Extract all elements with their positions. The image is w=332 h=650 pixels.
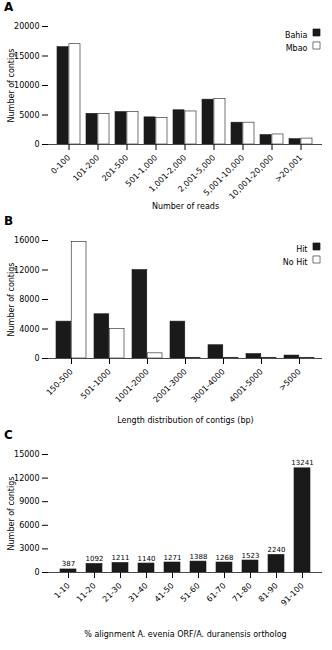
html-text:B: B bbox=[4, 214, 14, 228]
svg-text:71-80: 71-80 bbox=[231, 581, 254, 604]
svg-text:5000: 5000 bbox=[19, 111, 39, 120]
svg-text:41-50: 41-50 bbox=[153, 581, 176, 604]
svg-text:11-20: 11-20 bbox=[75, 581, 98, 604]
svg-text:2240: 2240 bbox=[268, 546, 286, 554]
svg-text:1523: 1523 bbox=[242, 552, 260, 560]
svg-text:61-70: 61-70 bbox=[205, 581, 228, 604]
svg-text:15000: 15000 bbox=[14, 450, 39, 459]
svg-text:1140: 1140 bbox=[138, 555, 156, 563]
svg-text:12000: 12000 bbox=[14, 474, 39, 483]
svg-text:Number of contigs: Number of contigs bbox=[7, 49, 16, 123]
svg-text:501-1000: 501-1000 bbox=[79, 367, 113, 401]
svg-text:5,001-10,000: 5,001-10,000 bbox=[201, 153, 247, 198]
svg-text:20000: 20000 bbox=[14, 22, 39, 31]
svg-text:Mbao: Mbao bbox=[286, 44, 308, 53]
svg-text:>5000: >5000 bbox=[277, 367, 303, 393]
svg-text:1388: 1388 bbox=[190, 553, 208, 561]
svg-text:21-30: 21-30 bbox=[101, 581, 124, 604]
svg-text:Bahia: Bahia bbox=[285, 31, 308, 40]
svg-text:3000: 3000 bbox=[19, 544, 39, 553]
svg-text:387: 387 bbox=[62, 560, 75, 568]
svg-text:Hit: Hit bbox=[296, 245, 307, 254]
svg-text:3001-4000: 3001-4000 bbox=[190, 367, 227, 404]
svg-text:9000: 9000 bbox=[19, 497, 39, 506]
svg-text:2001-3000: 2001-3000 bbox=[152, 367, 189, 404]
svg-text:31-40: 31-40 bbox=[127, 581, 150, 604]
svg-text:91-100: 91-100 bbox=[279, 581, 305, 607]
svg-text:Length distribution of contigs: Length distribution of contigs (bp) bbox=[117, 416, 253, 425]
svg-text:81-90: 81-90 bbox=[257, 581, 280, 604]
svg-text:1001-2000: 1001-2000 bbox=[114, 367, 151, 404]
svg-text:1092: 1092 bbox=[86, 555, 104, 563]
svg-text:4000: 4000 bbox=[19, 325, 39, 334]
svg-text:0: 0 bbox=[34, 354, 39, 363]
svg-text:101-200: 101-200 bbox=[71, 153, 101, 183]
svg-text:1-10: 1-10 bbox=[53, 581, 72, 600]
svg-text:501-1,000: 501-1,000 bbox=[123, 153, 160, 189]
svg-text:13241: 13241 bbox=[291, 459, 313, 467]
svg-text:Number of reads: Number of reads bbox=[152, 202, 219, 211]
svg-text:% alignment A. evenia ORF/A. d: % alignment A. evenia ORF/A. duranensis … bbox=[84, 630, 286, 639]
svg-text:No Hit: No Hit bbox=[283, 258, 308, 267]
svg-text:0: 0 bbox=[34, 568, 39, 577]
svg-text:1268: 1268 bbox=[216, 554, 234, 562]
svg-text:1271: 1271 bbox=[164, 554, 182, 562]
svg-text:4001-5000: 4001-5000 bbox=[228, 367, 265, 404]
svg-text:2,001-5,000: 2,001-5,000 bbox=[176, 153, 218, 194]
svg-text:16000: 16000 bbox=[14, 236, 39, 245]
html-text:A: A bbox=[4, 0, 14, 14]
svg-text:15000: 15000 bbox=[14, 52, 39, 61]
svg-text:Number of contigs: Number of contigs bbox=[7, 263, 16, 337]
svg-text:0: 0 bbox=[34, 140, 39, 149]
svg-text:8000: 8000 bbox=[19, 295, 39, 304]
svg-text:150-500: 150-500 bbox=[45, 367, 75, 397]
svg-text:0-100: 0-100 bbox=[49, 153, 72, 176]
svg-text:12000: 12000 bbox=[14, 266, 39, 275]
svg-text:1211: 1211 bbox=[112, 554, 130, 562]
svg-text:Number of contigs: Number of contigs bbox=[7, 477, 16, 551]
svg-text:1,001-2,000: 1,001-2,000 bbox=[147, 153, 189, 194]
html-text:C: C bbox=[4, 428, 13, 442]
svg-text:10,001-20,000: 10,001-20,000 bbox=[227, 153, 275, 201]
svg-text:51-60: 51-60 bbox=[179, 581, 202, 604]
svg-text:>20,001: >20,001 bbox=[273, 153, 304, 184]
svg-text:201-500: 201-500 bbox=[100, 153, 130, 183]
svg-text:10000: 10000 bbox=[14, 81, 39, 90]
svg-text:6000: 6000 bbox=[19, 521, 39, 530]
